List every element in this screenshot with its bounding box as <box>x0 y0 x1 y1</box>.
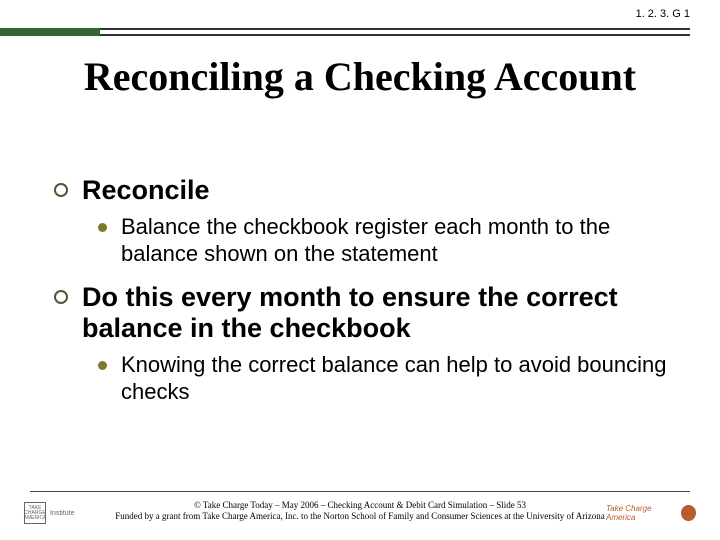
logo-right-dot-icon <box>681 505 696 521</box>
rule-line-bottom <box>100 34 690 36</box>
bullet-level2: Knowing the correct balance can help to … <box>98 352 680 406</box>
rule-line-top <box>100 28 690 30</box>
ring-bullet-icon <box>54 290 68 304</box>
bullet-text: Knowing the correct balance can help to … <box>121 352 680 406</box>
accent-block <box>0 28 100 36</box>
bullet-text: Reconcile <box>82 175 210 206</box>
logo-right: Take Charge America <box>606 502 696 524</box>
title-rule <box>0 28 720 36</box>
bullet-level2: Balance the checkbook register each mont… <box>98 214 680 268</box>
ring-bullet-icon <box>54 183 68 197</box>
bullet-text: Do this every month to ensure the correc… <box>82 282 680 344</box>
logo-right-text: Take Charge America <box>606 504 677 522</box>
logo-left: TAKE CHARGE AMERICA Institute <box>24 500 104 526</box>
page-title: Reconciling a Checking Account <box>0 56 720 98</box>
logo-left-word: Institute <box>50 510 75 517</box>
bullet-level1: Do this every month to ensure the correc… <box>54 282 680 344</box>
content-body: Reconcile Balance the checkbook register… <box>54 175 680 419</box>
bullet-text: Balance the checkbook register each mont… <box>121 214 680 268</box>
logo-left-box-icon: TAKE CHARGE AMERICA <box>24 502 46 524</box>
dot-bullet-icon <box>98 361 107 370</box>
dot-bullet-icon <box>98 223 107 232</box>
footer-rule <box>30 491 690 492</box>
slide-code: 1. 2. 3. G 1 <box>636 8 690 20</box>
bullet-level1: Reconcile <box>54 175 680 206</box>
slide: 1. 2. 3. G 1 Reconciling a Checking Acco… <box>0 0 720 540</box>
